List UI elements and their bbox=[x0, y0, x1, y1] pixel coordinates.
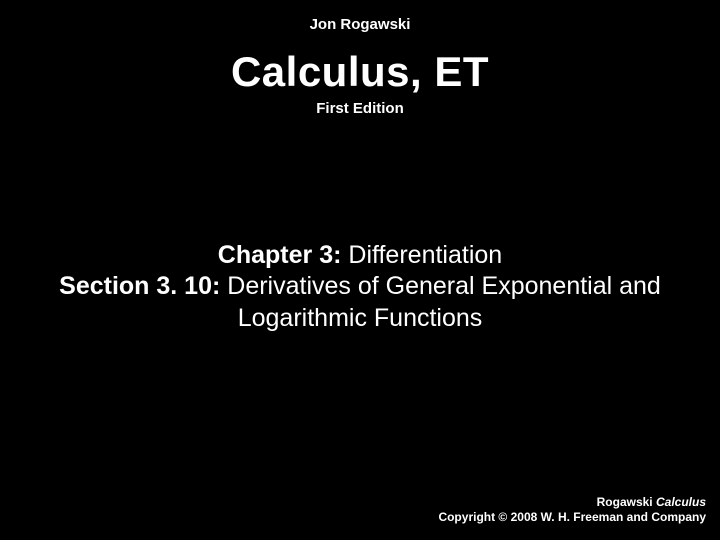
edition-label: First Edition bbox=[0, 100, 720, 117]
chapter-section-block: Chapter 3: Differentiation Section 3. 10… bbox=[0, 240, 720, 334]
footer-author: Rogawski bbox=[597, 495, 656, 509]
section-line: Section 3. 10: Derivatives of General Ex… bbox=[0, 271, 720, 334]
title-slide: Jon Rogawski Calculus, ET First Edition … bbox=[0, 0, 720, 540]
footer-book-title: Calculus bbox=[656, 495, 706, 509]
section-label: Section 3. 10: bbox=[59, 272, 220, 300]
section-title: Derivatives of General Exponential and L… bbox=[220, 272, 661, 331]
chapter-label: Chapter 3: bbox=[218, 241, 342, 269]
footer-citation: Rogawski Calculus bbox=[438, 495, 706, 511]
author-name: Jon Rogawski bbox=[0, 16, 720, 33]
footer-copyright: Copyright © 2008 W. H. Freeman and Compa… bbox=[438, 510, 706, 526]
book-title: Calculus, ET bbox=[0, 48, 720, 96]
chapter-line: Chapter 3: Differentiation bbox=[0, 240, 720, 271]
footer-block: Rogawski Calculus Copyright © 2008 W. H.… bbox=[438, 495, 706, 526]
chapter-title: Differentiation bbox=[341, 241, 502, 269]
